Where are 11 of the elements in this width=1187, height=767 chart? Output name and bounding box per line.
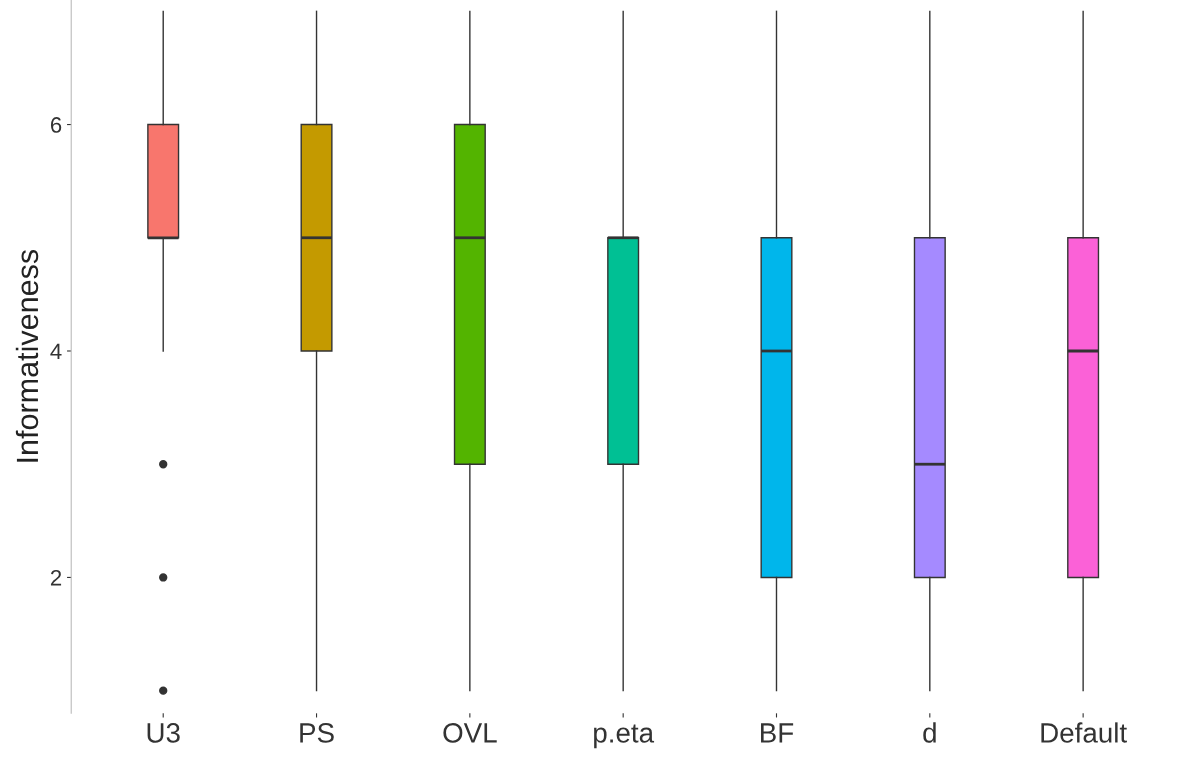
x-tick-label: PS	[300, 723, 334, 743]
y-tick-label: 2	[50, 569, 62, 586]
x-tick-label: d	[923, 722, 936, 743]
x-tick-label: U3	[147, 723, 180, 743]
x-tick-label: Default	[1041, 722, 1127, 743]
x-tick-label: BF	[761, 723, 794, 743]
y-tick-label: 6	[50, 117, 62, 133]
x-tick-label: OVL	[443, 723, 497, 743]
y-tick-label: 4	[50, 343, 62, 360]
y-axis-title: Informativeness	[15, 249, 39, 462]
x-tick-label: p.eta	[594, 724, 655, 749]
